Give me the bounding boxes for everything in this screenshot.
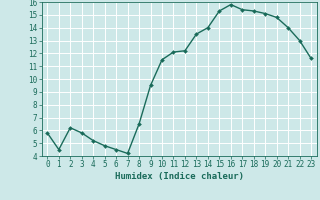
X-axis label: Humidex (Indice chaleur): Humidex (Indice chaleur) <box>115 172 244 181</box>
